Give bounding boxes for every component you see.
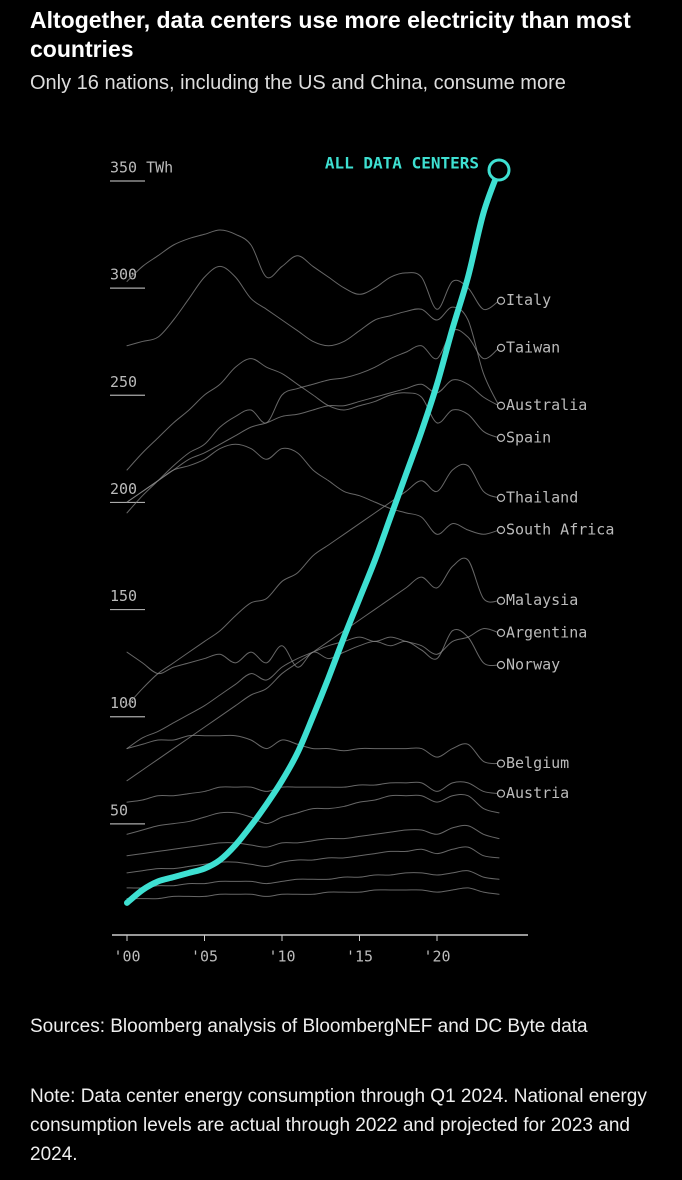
series-label: Australia <box>506 396 587 414</box>
series-label: ALL DATA CENTERS <box>325 154 479 173</box>
y-tick-label: 300 <box>110 266 137 284</box>
highlight-line <box>124 167 502 906</box>
y-tick-label: 200 <box>110 480 137 498</box>
country-line <box>126 358 500 471</box>
series-label: Argentina <box>506 623 587 641</box>
country-line <box>126 628 500 750</box>
end-marker <box>496 525 506 535</box>
note: Note: Data center energy consumption thr… <box>30 1086 647 1165</box>
end-marker <box>496 343 506 352</box>
series-label: Italy <box>506 291 551 309</box>
series-label: Belgium <box>506 754 569 772</box>
country-line <box>126 824 500 857</box>
end-marker <box>496 759 506 768</box>
end-marker <box>496 660 506 670</box>
end-marker <box>496 493 506 502</box>
x-tick-label: '15 <box>346 948 373 966</box>
series-label: Spain <box>506 428 551 446</box>
y-tick-label: 250 <box>110 373 137 391</box>
end-marker <box>496 401 506 410</box>
country-line <box>126 846 500 874</box>
series-label: Taiwan <box>506 338 560 356</box>
x-tick-label: '10 <box>268 948 295 966</box>
series-label: Norway <box>506 656 560 674</box>
chart-title: Altogether, data centers use more electr… <box>30 7 631 62</box>
end-marker <box>496 433 506 442</box>
end-marker <box>496 789 506 798</box>
country-line <box>126 781 500 803</box>
end-marker <box>496 296 506 305</box>
country-line <box>126 329 500 514</box>
y-tick-label: 150 <box>110 587 137 605</box>
series-label: South Africa <box>506 521 614 539</box>
country-line <box>126 229 500 311</box>
y-tick-label: 350 TWh <box>110 159 173 177</box>
y-tick-label: 100 <box>110 694 137 712</box>
country-line <box>126 463 500 707</box>
chart-subtitle: Only 16 nations, including the US and Ch… <box>30 72 566 94</box>
country-line <box>126 870 500 889</box>
series-label: Thailand <box>506 488 578 506</box>
country-line <box>126 734 500 765</box>
series-label: Malaysia <box>506 591 578 609</box>
y-tick-label: 50 <box>110 801 128 819</box>
country-line <box>126 793 500 835</box>
country-line <box>126 443 500 535</box>
x-tick-label: '05 <box>191 948 218 966</box>
x-tick-label: '20 <box>423 948 450 966</box>
country-line <box>126 265 500 407</box>
chart: 50 100 150 200 250 300 350 TWh '00 '05 '10 '15 '20 A… <box>110 154 614 966</box>
end-marker <box>487 158 511 182</box>
x-tick-label: '00 <box>113 948 140 966</box>
series-label: Austria <box>506 784 569 802</box>
country-line <box>126 557 500 782</box>
end-marker <box>496 628 506 637</box>
sources: Sources: Bloomberg analysis of Bloomberg… <box>30 1016 588 1037</box>
end-marker <box>496 596 506 605</box>
country-line <box>126 887 500 900</box>
